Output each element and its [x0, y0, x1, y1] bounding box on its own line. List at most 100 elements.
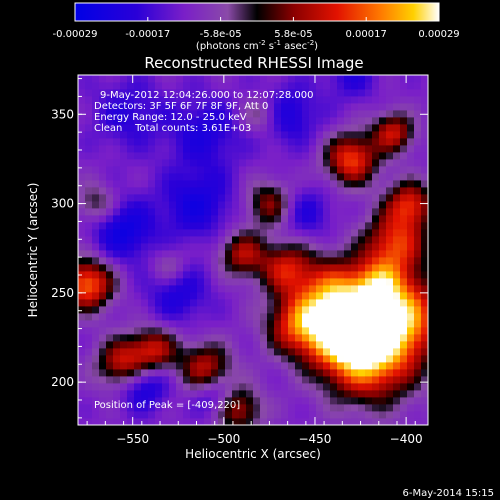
heatmap-cell	[344, 390, 352, 398]
heatmap-cell	[400, 327, 408, 335]
heatmap-cell	[106, 271, 114, 279]
heatmap-cell	[232, 250, 240, 258]
heatmap-cell	[106, 369, 114, 377]
heatmap-cell	[407, 341, 415, 349]
heatmap-cell	[407, 131, 415, 139]
heatmap-cell	[372, 145, 380, 153]
heatmap-cell	[267, 292, 275, 300]
heatmap-cell	[344, 215, 352, 223]
heatmap-cell	[386, 173, 394, 181]
heatmap-cell	[162, 96, 170, 104]
heatmap-cell	[113, 187, 121, 195]
heatmap-cell	[162, 362, 170, 370]
heatmap-cell	[330, 257, 338, 265]
heatmap-cell	[141, 285, 149, 293]
heatmap-cell	[211, 159, 219, 167]
heatmap-cell	[176, 89, 184, 97]
heatmap-cell	[379, 418, 387, 426]
heatmap-cell	[302, 89, 310, 97]
heatmap-cell	[78, 341, 86, 349]
heatmap-cell	[85, 299, 93, 307]
heatmap-cell	[218, 166, 226, 174]
heatmap-cell	[309, 124, 317, 132]
heatmap-cell	[169, 82, 177, 90]
heatmap-cell	[148, 362, 156, 370]
heatmap-cell	[218, 278, 226, 286]
heatmap-cell	[414, 173, 422, 181]
heatmap-cell	[106, 355, 114, 363]
heatmap-cell	[337, 229, 345, 237]
heatmap-cell	[211, 103, 219, 111]
heatmap-cell	[351, 236, 359, 244]
heatmap-cell	[393, 145, 401, 153]
heatmap-cell	[183, 376, 191, 384]
heatmap-cell	[372, 173, 380, 181]
heatmap-cell	[204, 362, 212, 370]
heatmap-cell	[253, 404, 261, 412]
heatmap-cell	[316, 404, 324, 412]
heatmap-cell	[183, 166, 191, 174]
heatmap-cell	[99, 103, 107, 111]
heatmap-cell	[260, 264, 268, 272]
heatmap-cell	[211, 348, 219, 356]
heatmap-cell	[78, 166, 86, 174]
heatmap-cell	[421, 285, 429, 293]
heatmap-cell	[239, 117, 247, 125]
colorbar-tick-label: -0.00029	[53, 29, 98, 40]
heatmap-cell	[316, 208, 324, 216]
heatmap-cell	[127, 222, 135, 230]
heatmap-cell	[379, 306, 387, 314]
heatmap-cell	[309, 313, 317, 321]
heatmap-cell	[421, 376, 429, 384]
heatmap-cell	[260, 208, 268, 216]
heatmap-cell	[148, 89, 156, 97]
heatmap-cell	[295, 390, 303, 398]
heatmap-cell	[365, 334, 373, 342]
heatmap-cell	[351, 264, 359, 272]
heatmap-cell	[134, 313, 142, 321]
heatmap-cell	[407, 75, 415, 83]
heatmap-cell	[316, 103, 324, 111]
heatmap-cell	[316, 271, 324, 279]
heatmap-cell	[281, 404, 289, 412]
heatmap-cell	[232, 390, 240, 398]
heatmap-cell	[323, 75, 331, 83]
heatmap-cell	[288, 75, 296, 83]
heatmap-cell	[85, 152, 93, 160]
heatmap-cell	[323, 250, 331, 258]
heatmap-cell	[134, 264, 142, 272]
heatmap-cell	[344, 271, 352, 279]
heatmap-cell	[386, 320, 394, 328]
heatmap-cell	[393, 208, 401, 216]
heatmap-cell	[239, 278, 247, 286]
heatmap-cell	[365, 278, 373, 286]
heatmap-cell	[323, 124, 331, 132]
heatmap-cell	[169, 215, 177, 223]
heatmap-cell	[148, 390, 156, 398]
heatmap-cell	[316, 299, 324, 307]
heatmap-cell	[337, 145, 345, 153]
heatmap-cell	[204, 229, 212, 237]
heatmap-cell	[421, 334, 429, 342]
heatmap-cell	[337, 411, 345, 419]
heatmap-cell	[351, 313, 359, 321]
heatmap-cell	[365, 152, 373, 160]
heatmap-cell	[148, 215, 156, 223]
heatmap-cell	[358, 362, 366, 370]
heatmap-cell	[358, 390, 366, 398]
heatmap-cell	[106, 222, 114, 230]
heatmap-cell	[372, 208, 380, 216]
heatmap-cell	[113, 306, 121, 314]
heatmap-cell	[106, 383, 114, 391]
heatmap-cell	[99, 89, 107, 97]
heatmap-cell	[127, 117, 135, 125]
heatmap-cell	[127, 341, 135, 349]
heatmap-cell	[176, 313, 184, 321]
heatmap-cell	[260, 383, 268, 391]
heatmap-cell	[190, 236, 198, 244]
heatmap-cell	[351, 411, 359, 419]
heatmap-cell	[239, 411, 247, 419]
heatmap-cell	[337, 194, 345, 202]
heatmap-cell	[190, 271, 198, 279]
heatmap-cell	[162, 117, 170, 125]
